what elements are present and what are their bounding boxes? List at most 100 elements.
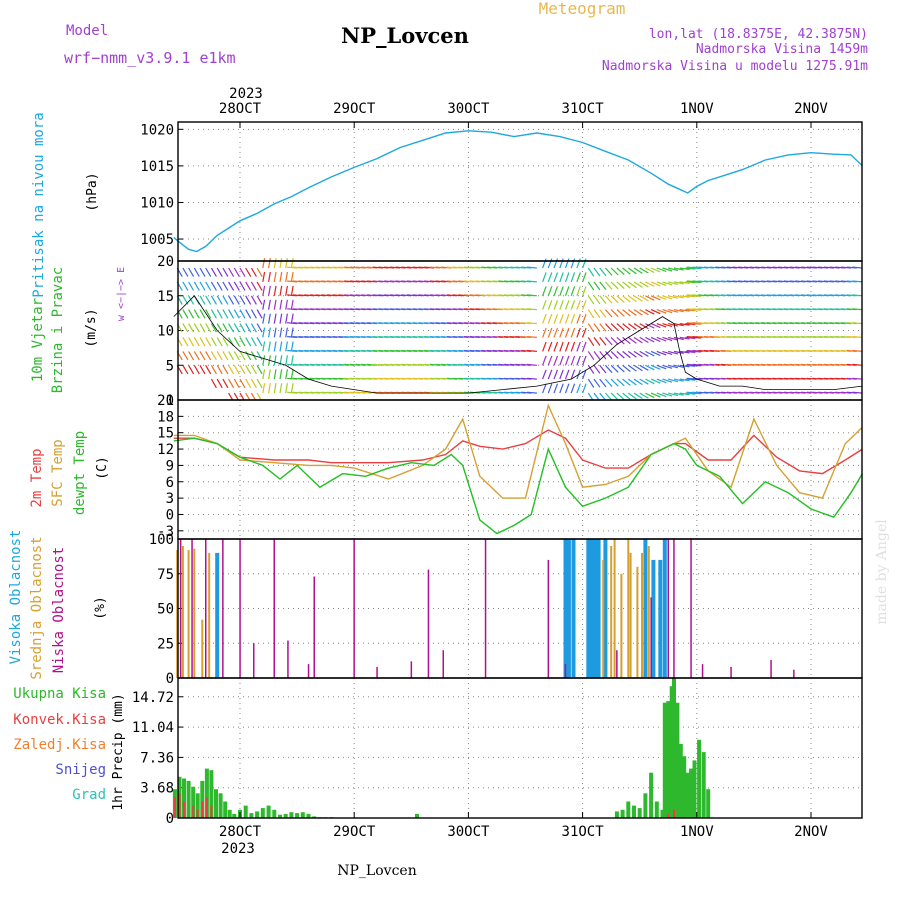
wind-barb bbox=[852, 294, 863, 297]
mid-cloud-bar bbox=[613, 539, 616, 678]
conv-precip-bar bbox=[201, 801, 204, 818]
wind-barb bbox=[639, 295, 649, 302]
y-tick-label: 1010 bbox=[140, 195, 174, 211]
wind-barb bbox=[673, 350, 684, 354]
y-tick-label: 10 bbox=[157, 324, 174, 340]
wind-barb bbox=[245, 364, 252, 375]
wind-barb bbox=[245, 281, 252, 291]
wind-barb bbox=[210, 281, 217, 291]
total-precip-bar bbox=[195, 793, 200, 818]
wind-barb bbox=[668, 378, 679, 383]
wind-barb bbox=[604, 337, 613, 346]
y-tick-label: 6 bbox=[166, 475, 174, 491]
wind-barb bbox=[273, 257, 277, 269]
precip-legend-hail: Grad bbox=[72, 787, 106, 803]
wind-barb bbox=[285, 369, 288, 380]
wind-barb bbox=[559, 383, 564, 394]
wind-barb bbox=[526, 294, 537, 297]
wind-barb bbox=[193, 364, 200, 375]
bottom-year: 2023 bbox=[221, 841, 255, 857]
wind-barb bbox=[656, 392, 667, 398]
wind-barb bbox=[645, 336, 655, 343]
wind-barb bbox=[193, 351, 200, 361]
wind-barb bbox=[656, 267, 667, 273]
wind-barb bbox=[553, 272, 559, 283]
wind-barb bbox=[656, 350, 667, 356]
low-cloud-bar bbox=[793, 669, 795, 678]
wind-barb bbox=[668, 350, 679, 355]
wind-barb bbox=[656, 323, 667, 328]
wind-barb bbox=[199, 281, 206, 291]
wind-barb bbox=[250, 309, 257, 319]
wind-barb bbox=[656, 336, 667, 342]
wind-barb bbox=[285, 355, 288, 366]
wind-barb bbox=[564, 355, 570, 366]
top-year: 2023 bbox=[229, 86, 263, 102]
wind-barb bbox=[610, 281, 619, 290]
wind-barb bbox=[685, 392, 696, 395]
total-precip-bar bbox=[312, 816, 317, 818]
wind-barb bbox=[285, 341, 288, 352]
bottom-day-label: 31OCT bbox=[562, 824, 605, 840]
wind-barb bbox=[268, 369, 271, 380]
wind-barb bbox=[570, 300, 576, 310]
wind-barb bbox=[285, 299, 288, 310]
wind-barb bbox=[564, 272, 570, 283]
wind-barb bbox=[553, 313, 559, 324]
wind-barb bbox=[547, 286, 553, 297]
wind-barb bbox=[639, 378, 649, 385]
wind-barb bbox=[205, 267, 212, 277]
wind-barb bbox=[245, 295, 252, 305]
wind-barb bbox=[587, 309, 595, 319]
wind-barb bbox=[662, 309, 673, 314]
temp-label-dew: dewpt Temp bbox=[72, 431, 88, 515]
y-tick-label: 75 bbox=[157, 567, 174, 583]
wind-barb bbox=[279, 271, 283, 283]
wind-barb bbox=[553, 341, 559, 352]
wind-barb bbox=[210, 351, 217, 361]
wind-barb bbox=[582, 369, 587, 380]
wind-barb bbox=[256, 378, 263, 389]
wind-barb bbox=[250, 323, 257, 333]
wind-barb bbox=[199, 323, 206, 333]
wind-barb bbox=[542, 313, 547, 324]
wind-barb bbox=[526, 391, 537, 394]
wind-barb bbox=[593, 295, 601, 305]
wind-barb bbox=[542, 369, 547, 380]
bottom-day-label: 29OCT bbox=[333, 824, 376, 840]
wind-barb bbox=[222, 378, 229, 389]
bottom-day-label: 1NOV bbox=[680, 824, 714, 840]
y-tick-label: 20 bbox=[157, 254, 174, 270]
wind-label-1: 10m Vjetar bbox=[30, 298, 46, 382]
wind-barb bbox=[610, 378, 619, 387]
wind-barb bbox=[210, 323, 217, 333]
wind-barb bbox=[279, 327, 283, 338]
low-cloud-bar bbox=[667, 539, 669, 678]
wind-barb bbox=[559, 327, 564, 338]
y-tick-label: 18 bbox=[157, 409, 174, 425]
wind-barb bbox=[228, 295, 235, 305]
wind-barb bbox=[679, 267, 690, 271]
low-cloud-bar bbox=[547, 559, 550, 678]
pressure-label: Pritisak na nivou mora bbox=[31, 112, 47, 297]
wind-barb bbox=[290, 313, 294, 324]
low-cloud-bar bbox=[650, 597, 652, 678]
model-label: Model bbox=[66, 23, 108, 39]
wind-barb bbox=[256, 337, 263, 347]
wind-barb bbox=[193, 323, 200, 333]
precip-unit: 1hr Precip (mm) bbox=[111, 693, 126, 810]
credit-text: made by Angel bbox=[874, 519, 890, 625]
wind-barb bbox=[564, 327, 570, 338]
wind-barb bbox=[564, 313, 570, 324]
cloud-label-high: Visoka Oblacnost bbox=[8, 530, 24, 665]
wind-barb bbox=[245, 323, 252, 333]
wind-barb bbox=[210, 364, 217, 375]
wind-barb bbox=[193, 337, 200, 347]
wind-barb bbox=[593, 267, 601, 277]
wind-barb bbox=[633, 336, 643, 344]
wind-barb bbox=[205, 351, 212, 361]
mid-cloud-bar bbox=[647, 546, 650, 678]
y-tick-label: 1020 bbox=[140, 122, 174, 138]
wind-barb bbox=[210, 267, 217, 277]
wind-barb bbox=[262, 299, 266, 310]
